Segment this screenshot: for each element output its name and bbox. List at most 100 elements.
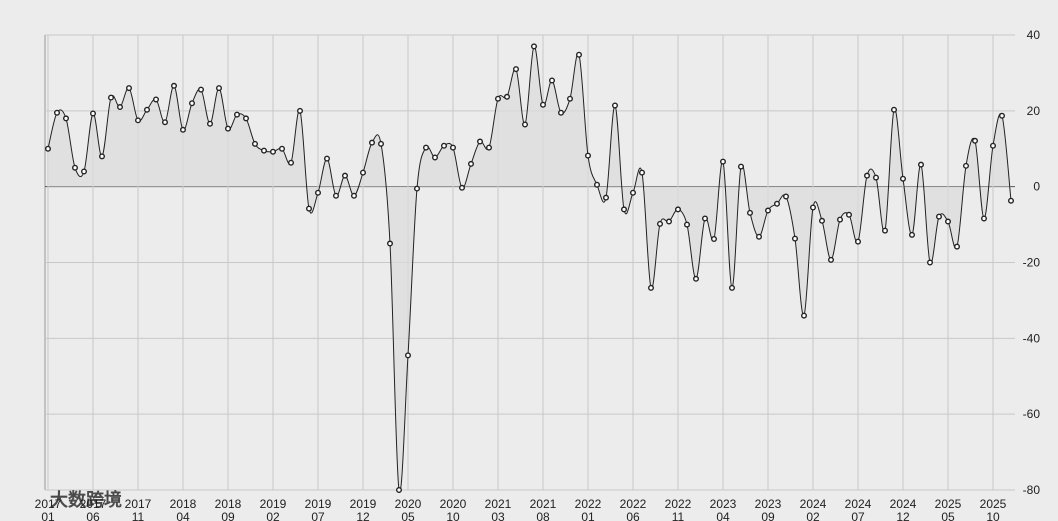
point (945, 218, 952, 225)
x-tick-label-line: 2019 (305, 497, 332, 511)
x-tick-label-line: 2020 (440, 497, 467, 511)
point (387, 240, 394, 247)
x-tick-label: 2019 07 (305, 497, 332, 521)
x-tick-label-line: 12 (356, 510, 370, 521)
x-tick-label-line: 08 (536, 510, 550, 521)
point (468, 160, 475, 167)
x-tick-label-line: 05 (941, 510, 955, 521)
point (504, 93, 511, 100)
point (206, 120, 213, 127)
x-tick-label-line: 2025 (935, 497, 962, 511)
x-tick-label-line: 04 (176, 510, 190, 521)
point (648, 284, 655, 291)
point (882, 227, 889, 234)
point (630, 189, 637, 196)
point (846, 211, 853, 218)
point (963, 162, 970, 169)
x-tick-label-line: 2018 (215, 497, 242, 511)
x-tick-label-line: 2024 (800, 497, 827, 511)
point (657, 220, 664, 227)
point (864, 172, 871, 179)
x-tick-label: 2022 01 (575, 497, 602, 521)
y-tick-label: -40 (1023, 331, 1041, 345)
x-tick-label: 2023 09 (755, 497, 782, 521)
x-tick-label-line: 2020 (395, 497, 422, 511)
x-tick-label-line: 10 (446, 510, 460, 521)
x-tick-label: 2021 03 (485, 497, 512, 521)
point (63, 115, 70, 122)
point (855, 238, 862, 245)
x-tick-label: 2019 02 (260, 497, 287, 521)
point (711, 235, 718, 242)
point (324, 155, 331, 162)
point (179, 126, 186, 133)
point (441, 142, 448, 149)
point (1008, 197, 1015, 204)
point (288, 159, 295, 166)
point (540, 101, 547, 108)
y-tick-label: 20 (1027, 104, 1041, 118)
point (279, 145, 286, 152)
x-tick-label-line: 2017 (80, 497, 107, 511)
point (188, 100, 195, 107)
y-tick-label: -60 (1023, 407, 1041, 421)
point (549, 77, 556, 84)
y-tick-label: 0 (1033, 180, 1040, 194)
point (612, 102, 619, 109)
x-tick-label: 2025 10 (980, 497, 1007, 521)
point (342, 172, 349, 179)
point (170, 82, 177, 89)
watermark: 大数跨境 (50, 489, 122, 510)
point (747, 209, 754, 216)
point (360, 169, 367, 176)
point (315, 189, 322, 196)
x-tick-label: 2017 11 (125, 497, 152, 521)
point (531, 43, 538, 50)
point (576, 51, 583, 58)
point (828, 256, 835, 263)
x-tick-label-line: 07 (851, 510, 865, 521)
x-tick-label-line: 2022 (620, 497, 647, 511)
point (810, 204, 817, 211)
point (873, 174, 880, 181)
point (261, 147, 268, 154)
x-tick-label-line: 09 (221, 510, 235, 521)
point (981, 215, 988, 222)
point (585, 152, 592, 159)
y-tick-label: -80 (1023, 483, 1041, 497)
point (306, 205, 313, 212)
x-tick-label-line: 2022 (575, 497, 602, 511)
x-tick-label: 2018 04 (170, 497, 197, 521)
x-tick-label-line: 04 (716, 510, 730, 521)
x-tick-label-line: 2024 (890, 497, 917, 511)
point (702, 215, 709, 222)
point (333, 192, 340, 199)
point (495, 95, 502, 102)
point (954, 243, 961, 250)
point (486, 144, 493, 151)
point (270, 148, 277, 155)
point (693, 275, 700, 282)
x-tick-label-line: 09 (761, 510, 775, 521)
x-tick-label-line: 2021 (485, 497, 512, 511)
x-tick-label-line: 2025 (980, 497, 1007, 511)
x-tick-label-line: 10 (986, 510, 1000, 521)
point (936, 213, 943, 220)
point (450, 144, 457, 151)
x-tick-label-line: 2017 (35, 497, 62, 511)
point (351, 192, 358, 199)
x-tick-label-line: 2017 (125, 497, 152, 511)
point (783, 193, 790, 200)
point (378, 140, 385, 147)
point (224, 125, 231, 132)
point (143, 106, 150, 113)
point (134, 117, 141, 124)
point (152, 96, 159, 103)
x-tick-label: 2020 10 (440, 497, 467, 521)
point (477, 138, 484, 145)
x-tick-label: 2017 01 (35, 497, 62, 521)
point (414, 185, 421, 192)
x-tick-label: 2022 06 (620, 497, 647, 521)
